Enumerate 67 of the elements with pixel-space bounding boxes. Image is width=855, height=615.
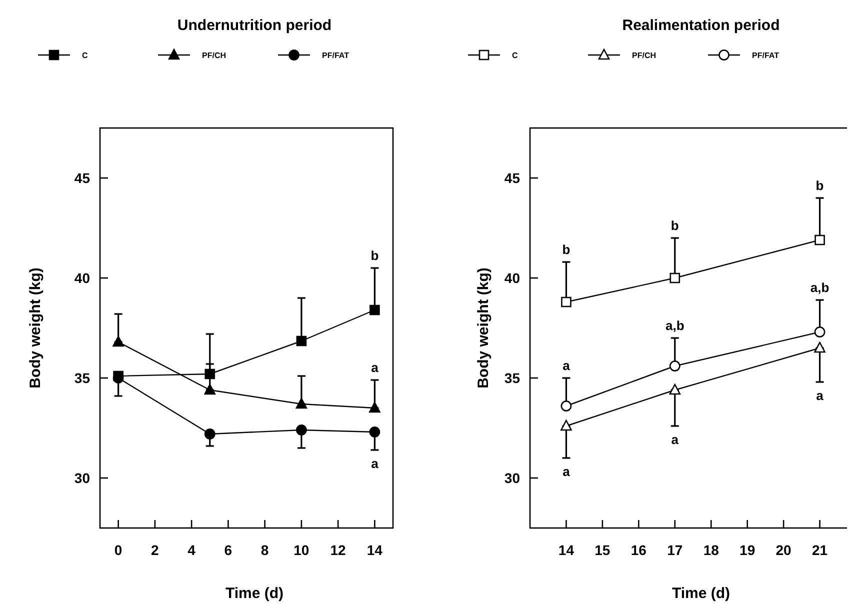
annotation: b xyxy=(670,218,679,233)
annotation: a xyxy=(562,358,571,373)
point xyxy=(670,272,680,284)
point xyxy=(369,426,380,438)
y-tick-label: 45 xyxy=(74,170,90,186)
point xyxy=(204,428,216,440)
y-tick-label: 35 xyxy=(74,370,90,386)
x-tick-label: 12 xyxy=(330,542,346,558)
point xyxy=(112,336,124,347)
x-tick-label: 20 xyxy=(776,542,792,558)
annotation: a xyxy=(671,432,680,447)
x-tick-label: 6 xyxy=(224,542,232,558)
point xyxy=(296,336,307,346)
annotation: b xyxy=(562,242,570,257)
x-tick-label: 14 xyxy=(558,542,574,558)
x-tick-label: 2 xyxy=(151,542,160,558)
annotation: b xyxy=(816,178,824,193)
point xyxy=(814,326,826,338)
annotation: b xyxy=(370,248,379,263)
point xyxy=(204,384,216,395)
point xyxy=(296,424,307,436)
point xyxy=(669,360,680,372)
legend-label: C xyxy=(82,51,88,60)
y-tick-label: 40 xyxy=(504,270,520,286)
x-tick-label: 19 xyxy=(740,542,756,558)
point xyxy=(669,384,681,395)
point xyxy=(369,402,380,413)
annotation: a xyxy=(562,464,571,479)
point xyxy=(204,368,216,380)
annotation: a xyxy=(371,456,380,471)
point xyxy=(814,342,826,353)
point xyxy=(370,304,380,316)
chart-title: Undernutrition period xyxy=(177,17,332,34)
y-tick-label: 45 xyxy=(504,170,520,186)
legend-label: PF/FAT xyxy=(322,51,350,60)
x-tick-label: 4 xyxy=(188,542,196,558)
x-tick-label: 0 xyxy=(114,542,122,558)
point xyxy=(560,400,572,412)
y-tick-label: 30 xyxy=(504,470,520,486)
y-tick-label: 40 xyxy=(74,270,90,286)
x-tick-label: 15 xyxy=(594,542,610,558)
annotation: a,b xyxy=(810,280,830,295)
chart-title: Realimentation period xyxy=(622,17,780,34)
annotation: a,b xyxy=(665,318,684,333)
x-tick-label: 10 xyxy=(294,542,310,558)
y-axis-title: Body weight (kg) xyxy=(27,268,44,388)
y-tick-label: 35 xyxy=(504,370,520,386)
legend-label: PF/FAT xyxy=(752,51,780,60)
annotation: a xyxy=(816,388,824,403)
x-tick-label: 16 xyxy=(630,542,647,558)
legend-label: C xyxy=(512,51,518,60)
point xyxy=(814,234,825,246)
annotation: a xyxy=(371,360,380,375)
x-axis-title: Time (d) xyxy=(672,585,730,602)
point xyxy=(296,398,308,409)
x-tick-label: 18 xyxy=(703,542,720,558)
x-tick-label: 14 xyxy=(366,542,383,558)
point xyxy=(560,420,572,431)
y-axis-title: Body weight (kg) xyxy=(475,268,492,388)
legend-label: PF/CH xyxy=(632,51,656,60)
y-tick-label: 30 xyxy=(74,470,90,486)
x-tick-label: 8 xyxy=(260,542,269,558)
point xyxy=(561,296,572,308)
x-axis-title: Time (d) xyxy=(225,585,284,602)
legend-label: PF/CH xyxy=(202,51,226,60)
x-tick-label: 21 xyxy=(812,542,828,558)
x-tick-label: 17 xyxy=(667,542,683,558)
